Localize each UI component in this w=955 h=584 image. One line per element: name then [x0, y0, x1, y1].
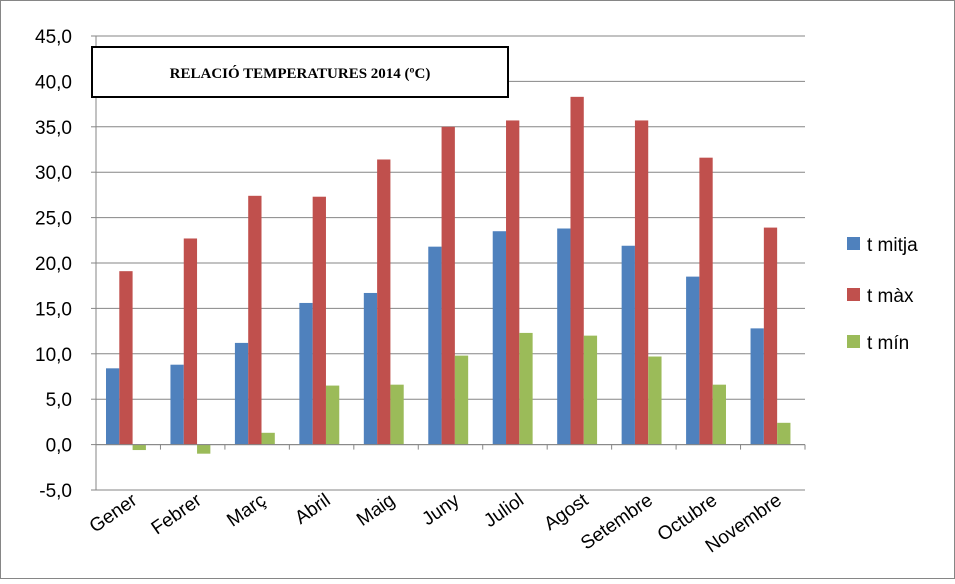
y-tick-label: 5,0 [46, 390, 72, 411]
y-tick-label: 10,0 [35, 345, 72, 366]
bar-t-mitja-agost [557, 228, 571, 445]
legend-label-t-mín: t mín [867, 333, 909, 354]
bar-t-mín-juny [454, 355, 469, 445]
bar-t-mín-maig [390, 384, 404, 445]
bar-t-mín-juliol [519, 332, 533, 445]
y-tick-label: 35,0 [35, 118, 72, 139]
y-tick-label: -5,0 [39, 481, 72, 502]
y-tick-label: 20,0 [35, 254, 72, 275]
bar-t-mín-gener [132, 444, 146, 451]
y-tick-label: 25,0 [35, 209, 72, 230]
bars [106, 96, 791, 454]
legend-label-t-màx: t màx [867, 286, 914, 307]
bar-t-mitja-juny [428, 246, 442, 445]
chart-title-box: RELACIÓ TEMPERATURES 2014 (ºC) [91, 46, 509, 98]
y-tick-label: 0,0 [46, 436, 72, 457]
bar-t-mín-setembre [648, 356, 662, 445]
bar-t-màx-abril [312, 196, 326, 445]
bar-t-màx-setembre [634, 120, 649, 445]
bar-t-mitja-octubre [686, 276, 700, 445]
title-box-border [91, 46, 509, 98]
legend-swatch-t-mín [847, 335, 860, 348]
y-tick-label: 30,0 [35, 163, 72, 184]
legend-swatch-t-mitja [847, 237, 860, 250]
legend-swatch-t-màx [847, 288, 860, 301]
bar-t-mitja-febrer [170, 364, 184, 445]
bar-t-mitja-gener [106, 368, 120, 445]
bar-t-mín-febrer [197, 444, 211, 454]
bar-t-mín-agost [583, 335, 598, 445]
bar-t-màx-novembre [763, 227, 778, 445]
axes [91, 35, 806, 491]
bar-t-màx-agost [570, 96, 584, 445]
bar-t-màx-febrer [183, 238, 198, 445]
bar-t-màx-octubre [699, 157, 713, 445]
bar-t-màx-gener [119, 271, 133, 445]
bar-t-màx-juliol [506, 120, 520, 445]
bar-t-mitja-novembre [750, 328, 764, 445]
bar-t-mín-novembre [777, 422, 791, 445]
y-tick-label: 15,0 [35, 299, 72, 320]
y-tick-label: 40,0 [35, 72, 72, 93]
y-tick-label: 45,0 [35, 27, 72, 48]
bar-t-màx-juny [441, 126, 455, 445]
bar-t-mitja-maig [363, 292, 378, 445]
bar-t-màx-març [248, 195, 262, 445]
legend-label-t-mitja: t mitja [867, 235, 918, 256]
bar-t-mitja-març [234, 342, 249, 445]
y-tick-labels: -5,0 0,0 5,0 10,0 15,0 20,0 25,0 30,0 35,0 40,0 45… [35, 27, 72, 502]
bar-t-mitja-abril [299, 302, 313, 445]
bar-t-mín-abril [325, 385, 340, 445]
bar-t-mitja-juliol [492, 231, 507, 445]
bar-t-mín-març [261, 432, 275, 445]
legend: t mitja t màx t mín [847, 235, 918, 354]
bar-t-mitja-setembre [621, 245, 635, 445]
chart-title: RELACIÓ TEMPERATURES 2014 (ºC) [170, 65, 431, 82]
bar-t-màx-maig [377, 159, 391, 445]
bar-t-mín-octubre [712, 384, 726, 445]
